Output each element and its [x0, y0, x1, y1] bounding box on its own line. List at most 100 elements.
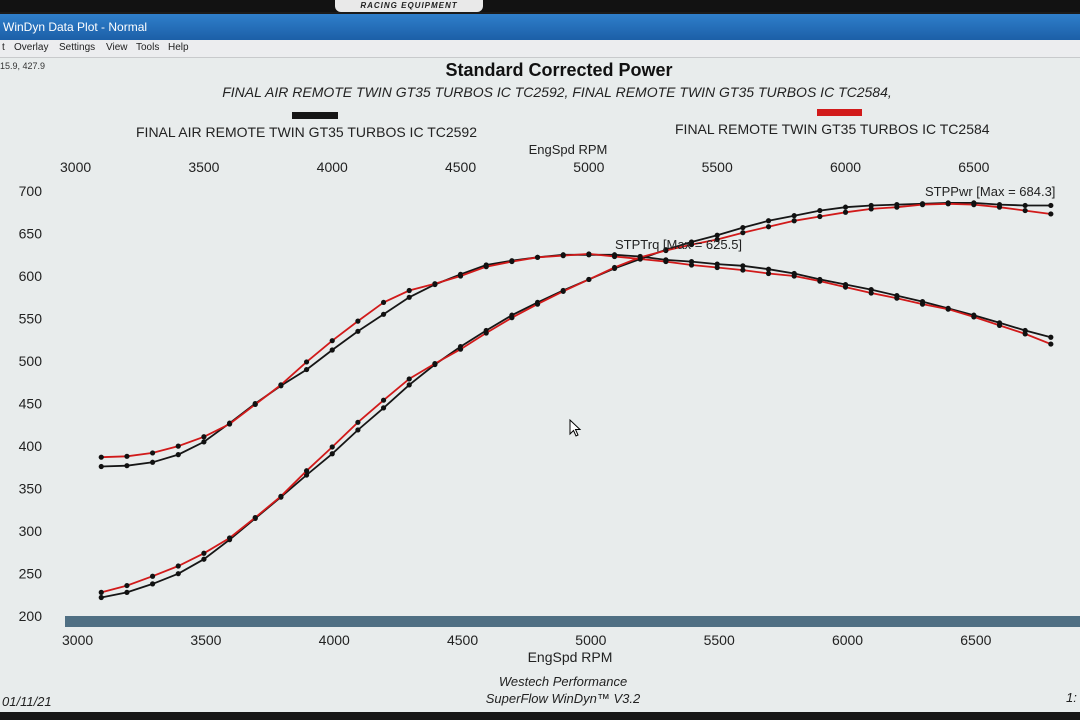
data-point [765, 218, 772, 224]
data-point [1048, 211, 1054, 217]
data-point [252, 514, 258, 521]
data-point [611, 264, 618, 271]
data-point [124, 589, 130, 595]
data-point [611, 253, 618, 260]
x-axis-bottom: 3000 3500 4000 4500 5000 5500 6000 6500 [62, 632, 992, 648]
x-tick-label-bottom: 4500 [447, 632, 478, 648]
data-point [380, 299, 387, 306]
data-point [406, 287, 412, 294]
mouse-cursor-icon [569, 418, 582, 437]
x-tick-label-top: 3500 [188, 159, 219, 175]
data-point [740, 224, 746, 231]
data-point [534, 301, 541, 307]
data-point [945, 201, 951, 207]
data-point [1022, 202, 1028, 209]
data-point [124, 463, 130, 469]
data-point [329, 451, 335, 457]
x-axis-label-top: EngSpd RPM [529, 142, 608, 157]
data-point [1048, 334, 1054, 340]
data-point [509, 315, 515, 321]
data-point [303, 359, 310, 365]
data-point [124, 453, 130, 459]
x-tick-label-top: 3000 [60, 159, 91, 175]
data-point [226, 535, 233, 541]
data-point [1022, 207, 1028, 214]
x-tick-label-top: 4000 [317, 159, 348, 175]
data-point [740, 230, 746, 236]
data-point [175, 443, 181, 449]
data-point [149, 450, 156, 456]
data-point [765, 270, 772, 277]
data-point [842, 209, 849, 215]
data-point [380, 397, 387, 403]
x-tick-label-top: 6500 [958, 159, 989, 175]
data-point [765, 266, 772, 272]
x-axis-label: EngSpd RPM [528, 649, 613, 665]
data-point [329, 338, 335, 344]
data-point [791, 213, 797, 219]
data-point [791, 218, 797, 224]
data-point [98, 454, 104, 460]
x-tick-label-bottom: 6500 [960, 632, 991, 648]
data-point [457, 346, 464, 352]
x-tick-label-bottom: 4000 [319, 632, 350, 648]
legend-swatch-black [292, 112, 338, 119]
data-point [714, 236, 720, 243]
y-tick-label: 400 [19, 438, 43, 454]
monitor-bezel-top [0, 0, 1080, 12]
data-point [201, 439, 207, 445]
data-point [560, 253, 566, 259]
menu-view[interactable]: View [106, 42, 128, 53]
data-point [483, 330, 489, 336]
legend-label-red: FINAL REMOTE TWIN GT35 TURBOS IC TC2584 [675, 121, 990, 137]
menu-overlay[interactable]: Overlay [14, 42, 49, 53]
data-point [663, 247, 669, 254]
data-point [919, 301, 926, 307]
plot-area[interactable] [0, 58, 1080, 720]
data-point [406, 382, 412, 388]
data-point [971, 202, 977, 208]
y-tick-label: 500 [19, 353, 43, 369]
data-point [996, 204, 1003, 210]
window-title: WinDyn Data Plot - Normal [3, 20, 148, 34]
menu-settings[interactable]: Settings [59, 42, 96, 53]
menu-file[interactable]: t [2, 42, 5, 53]
data-point [688, 241, 695, 248]
data-point [817, 278, 823, 284]
menu-help[interactable]: Help [168, 42, 189, 53]
data-point [560, 288, 566, 294]
x-tick-label-top: 6000 [830, 159, 861, 175]
y-axis: 700 650 600 550 500 450 400 350 300 250 200 [19, 183, 43, 624]
y-tick-label: 450 [19, 396, 43, 412]
x-tick-label-top: 5000 [573, 159, 604, 175]
y-tick-label: 250 [19, 566, 43, 582]
menu-bar: t Overlay Settings View Tools Help [0, 40, 1080, 58]
x-axis-top: 3000 3500 4000 4500 5000 5500 6000 6500 [60, 159, 990, 175]
menu-tools[interactable]: Tools [136, 42, 160, 53]
series-line-stppwr-red [101, 202, 1051, 594]
data-point [868, 206, 874, 212]
x-tick-label-bottom: 3000 [62, 632, 93, 648]
x-axis-bar [65, 616, 1080, 627]
data-point [175, 452, 181, 458]
data-point [791, 273, 797, 279]
data-point [945, 306, 951, 312]
data-point [355, 318, 361, 324]
data-point [303, 366, 310, 373]
y-tick-label: 650 [19, 226, 43, 242]
annotation-stptrq: STPTrq [Max = 625.5] [615, 237, 742, 252]
footer-right-fragment: 1: [1066, 690, 1077, 705]
data-point [534, 254, 541, 260]
brand-logo: RACING EQUIPMENT [335, 0, 483, 12]
data-point [278, 493, 284, 499]
legend-swatch-red [817, 109, 862, 116]
data-point [380, 405, 387, 411]
x-tick-label-bottom: 5000 [575, 632, 606, 648]
series-line-stppwr-black [101, 201, 1051, 599]
window-titlebar[interactable]: WinDyn Data Plot - Normal [0, 14, 1080, 40]
data-point [149, 459, 156, 465]
data-point [201, 434, 207, 440]
data-point [894, 295, 900, 301]
data-point [175, 571, 181, 577]
y-tick-label: 550 [19, 311, 43, 327]
